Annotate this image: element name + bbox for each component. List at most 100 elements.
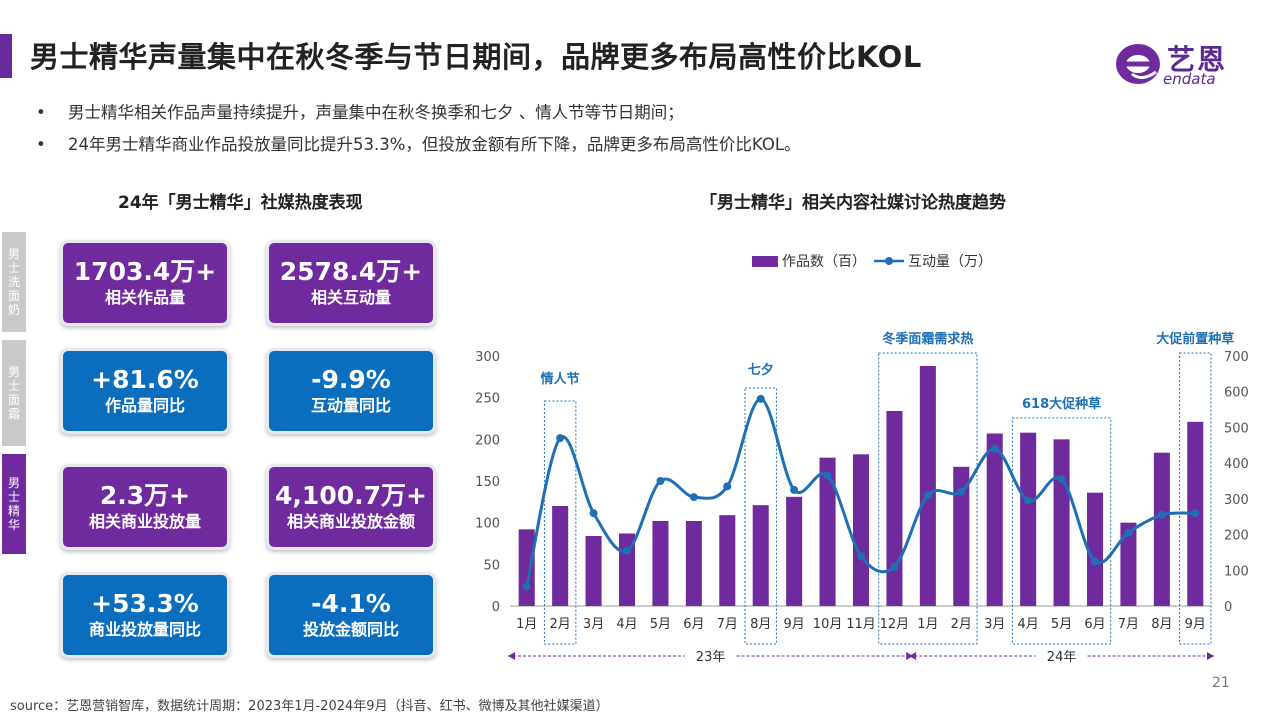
line-point: [823, 471, 832, 480]
x-tick-label: 12月: [880, 617, 910, 632]
page-number: 21: [1212, 675, 1230, 691]
line-point: [1024, 496, 1033, 505]
line-point: [589, 509, 598, 518]
x-tick-label: 6月: [1084, 617, 1105, 632]
line-point: [790, 485, 799, 494]
line-point: [957, 487, 966, 496]
kpi-value: 2578.4万+: [279, 257, 423, 286]
x-tick-label: 1月: [917, 617, 938, 632]
bar: [518, 529, 535, 606]
bar: [1153, 452, 1170, 606]
kpi-value: 2.3万+: [99, 481, 191, 510]
kpi-card: 1703.4万+ 相关作品量: [60, 240, 230, 326]
x-tick-label: 2月: [951, 617, 972, 632]
kpi-label: 作品量同比: [104, 396, 185, 415]
x-tick-label: 8月: [750, 617, 771, 632]
source-note: source：艺恩营销智库，数据统计周期：2023年1月-2024年9月（抖音、…: [10, 699, 609, 714]
side-tab-cream[interactable]: 男士面霜: [2, 340, 26, 446]
kpi-card: 4,100.7万+ 相关商业投放金额: [266, 464, 436, 550]
year-arrow-head: [1207, 652, 1214, 660]
y-right-tick-label: 200: [1224, 529, 1249, 544]
x-tick-label: 5月: [1051, 617, 1072, 632]
bullet-item: • 24年男士精华商业作品投放量同比提升53.3%，但投放金额有所下降，品牌更多…: [36, 132, 801, 164]
year-arrow-head: [909, 652, 917, 660]
annotation-label: 情人节: [541, 371, 580, 387]
kpi-card: +53.3% 商业投放量同比: [60, 572, 230, 658]
x-tick-label: 9月: [1185, 617, 1206, 632]
y-left-tick-label: 150: [475, 475, 500, 490]
kpi-label: 相关商业投放量: [88, 512, 201, 531]
kpi-value: +53.3%: [91, 589, 199, 618]
y-right-tick-label: 600: [1224, 386, 1249, 401]
summary-bullets: • 男士精华相关作品声量持续提升，声量集中在秋冬换季和七夕 、情人节等节日期间；…: [36, 100, 801, 164]
kpi-label: 相关作品量: [104, 288, 185, 307]
bar: [685, 521, 702, 606]
chart-title: 「男士精华」相关内容社媒讨论热度趋势: [700, 193, 1006, 213]
title-accent-bar: [0, 34, 12, 78]
side-tab-essence[interactable]: 男士精华: [2, 454, 26, 554]
line-point: [890, 562, 899, 571]
kpi-label: 相关商业投放金额: [286, 512, 415, 531]
line-point: [623, 546, 631, 555]
annotation-label: 冬季面霜需求热: [882, 331, 973, 347]
y-left-tick-label: 200: [475, 433, 500, 448]
x-tick-label: 3月: [583, 617, 604, 632]
bar: [1086, 492, 1104, 606]
x-tick-label: 7月: [717, 617, 738, 632]
kpi-card: 2.3万+ 相关商业投放量: [60, 464, 230, 550]
x-tick-label: 5月: [650, 617, 671, 632]
legend-line-label: 互动量（万）: [908, 254, 992, 270]
kpi-value: -4.1%: [311, 589, 391, 618]
kpi-value: 4,100.7万+: [275, 481, 427, 510]
logo-subtext: endata: [1163, 70, 1216, 88]
annotation-box: [1011, 417, 1112, 645]
y-right-tick-label: 0: [1224, 600, 1232, 615]
annotation-box: [878, 352, 978, 645]
kpi-label: 互动量同比: [310, 396, 391, 415]
bar: [1053, 439, 1070, 606]
bar: [919, 366, 936, 606]
kpi-value: -9.9%: [311, 365, 391, 394]
x-tick-label: 9月: [784, 617, 805, 632]
y-right-tick-label: 400: [1224, 457, 1249, 472]
kpi-card: +81.6% 作品量同比: [60, 348, 230, 434]
side-tab-label: 男士面霜: [8, 365, 21, 421]
line-point: [1191, 509, 1200, 518]
legend-bar-label: 作品数（百）: [782, 254, 866, 270]
bar: [1020, 432, 1037, 606]
bar: [719, 515, 736, 606]
page-title: 男士精华声量集中在秋冬季与节日期间，品牌更多布局高性价比KOL: [30, 40, 922, 74]
logo-text: 艺恩: [1167, 43, 1228, 76]
bar: [786, 496, 803, 606]
legend-bar-swatch: [752, 256, 778, 267]
kpi-label: 投放金额同比: [302, 620, 399, 639]
line-point: [990, 444, 999, 453]
year-label: 24年: [1047, 650, 1077, 665]
bullet-dot: •: [36, 135, 46, 154]
side-tab-label: 男士精华: [8, 476, 21, 532]
y-left-tick-label: 50: [483, 558, 500, 573]
bar: [819, 457, 836, 606]
line-point: [656, 477, 665, 485]
x-tick-label: 8月: [1151, 617, 1172, 632]
bullet-text: 24年男士精华商业作品投放量同比提升53.3%，但投放金额有所下降，品牌更多布局…: [68, 135, 801, 154]
bar: [552, 506, 569, 606]
kpi-section-title: 24年「男士精华」社媒热度表现: [118, 193, 363, 213]
y-right-tick-label: 500: [1224, 421, 1249, 436]
bar: [986, 433, 1003, 606]
bar: [852, 454, 870, 606]
line-point: [1157, 510, 1166, 519]
x-tick-label: 2月: [550, 617, 571, 632]
side-tab-cleanser[interactable]: 男士洗面奶: [2, 232, 26, 332]
kpi-card: -9.9% 互动量同比: [266, 348, 436, 434]
kpi-card: 2578.4万+ 相关互动量: [266, 240, 436, 326]
x-tick-label: 7月: [1118, 617, 1139, 632]
y-left-tick-label: 250: [475, 392, 500, 407]
kpi-value: +81.6%: [91, 365, 199, 394]
bar: [752, 505, 769, 606]
bar: [953, 466, 970, 606]
annotation-label: 大促前置种草: [1156, 331, 1234, 347]
line-point: [1057, 475, 1066, 484]
line-point: [756, 394, 765, 403]
side-tab-label: 男士洗面奶: [8, 247, 21, 317]
